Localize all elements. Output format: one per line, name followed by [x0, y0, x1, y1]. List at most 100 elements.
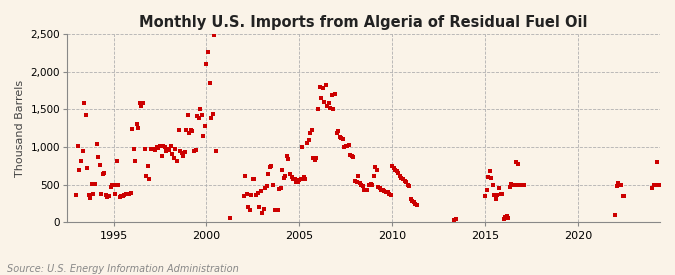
Point	[385, 193, 396, 197]
Point	[158, 144, 169, 148]
Point	[392, 169, 402, 173]
Point	[114, 195, 125, 199]
Point	[497, 192, 508, 196]
Point	[388, 166, 399, 170]
Point	[116, 194, 127, 198]
Point	[504, 185, 515, 189]
Point	[656, 183, 667, 188]
Point	[306, 128, 317, 133]
Point	[201, 62, 212, 66]
Point	[309, 158, 320, 162]
Point	[252, 191, 263, 195]
Point	[323, 101, 334, 106]
Point	[379, 189, 390, 193]
Point	[182, 112, 193, 117]
Point	[486, 176, 497, 180]
Point	[117, 194, 128, 198]
Point	[376, 188, 387, 192]
Point	[398, 177, 408, 182]
Y-axis label: Thousand Barrels: Thousand Barrels	[15, 80, 25, 177]
Point	[320, 83, 331, 87]
Point	[319, 100, 329, 104]
Point	[518, 183, 529, 188]
Point	[186, 128, 196, 133]
Point	[136, 104, 147, 109]
Point	[399, 179, 410, 183]
Point	[406, 197, 416, 201]
Point	[360, 188, 371, 192]
Point	[211, 148, 221, 153]
Point	[370, 165, 381, 170]
Point	[204, 81, 215, 85]
Point	[495, 192, 506, 196]
Point	[88, 192, 99, 196]
Point	[509, 183, 520, 187]
Point	[127, 127, 138, 131]
Point	[256, 210, 267, 215]
Point	[487, 183, 498, 187]
Point	[246, 192, 256, 197]
Point	[249, 177, 260, 182]
Point	[175, 148, 186, 153]
Point	[80, 112, 91, 117]
Point	[148, 146, 159, 151]
Point	[489, 192, 500, 197]
Point	[90, 182, 101, 186]
Point	[209, 32, 219, 37]
Point	[269, 207, 280, 212]
Point	[357, 184, 368, 188]
Point	[483, 175, 493, 179]
Point	[128, 146, 139, 151]
Point	[105, 185, 116, 189]
Point	[410, 201, 421, 206]
Point	[285, 172, 296, 176]
Point	[277, 168, 288, 173]
Point	[314, 84, 325, 89]
Point	[333, 129, 344, 133]
Point	[412, 203, 423, 207]
Point	[134, 101, 145, 106]
Point	[240, 174, 250, 178]
Point	[173, 128, 184, 132]
Point	[345, 152, 356, 157]
Point	[278, 176, 289, 180]
Point	[150, 148, 161, 152]
Point	[95, 163, 105, 167]
Point	[359, 188, 370, 192]
Point	[165, 143, 176, 148]
Point	[108, 183, 119, 187]
Point	[181, 128, 192, 132]
Point	[492, 192, 503, 197]
Point	[192, 114, 202, 118]
Point	[296, 177, 306, 181]
Point	[387, 164, 398, 168]
Point	[315, 96, 326, 100]
Point	[303, 138, 314, 142]
Point	[171, 159, 182, 164]
Point	[167, 152, 178, 156]
Text: Source: U.S. Energy Information Administration: Source: U.S. Energy Information Administ…	[7, 264, 238, 274]
Point	[618, 194, 628, 198]
Point	[140, 174, 151, 179]
Point	[280, 174, 291, 179]
Point	[300, 177, 311, 181]
Point	[655, 183, 666, 187]
Point	[133, 126, 144, 130]
Point	[180, 149, 190, 154]
Point	[125, 191, 136, 195]
Point	[616, 183, 626, 187]
Point	[255, 189, 266, 193]
Point	[329, 92, 340, 97]
Point	[139, 146, 150, 151]
Point	[339, 145, 350, 149]
Point	[79, 101, 90, 106]
Point	[508, 183, 518, 188]
Point	[224, 216, 235, 220]
Point	[619, 194, 630, 198]
Point	[294, 178, 305, 182]
Point	[650, 183, 661, 187]
Point	[381, 190, 392, 194]
Point	[288, 177, 298, 182]
Point	[190, 148, 201, 152]
Point	[290, 177, 300, 182]
